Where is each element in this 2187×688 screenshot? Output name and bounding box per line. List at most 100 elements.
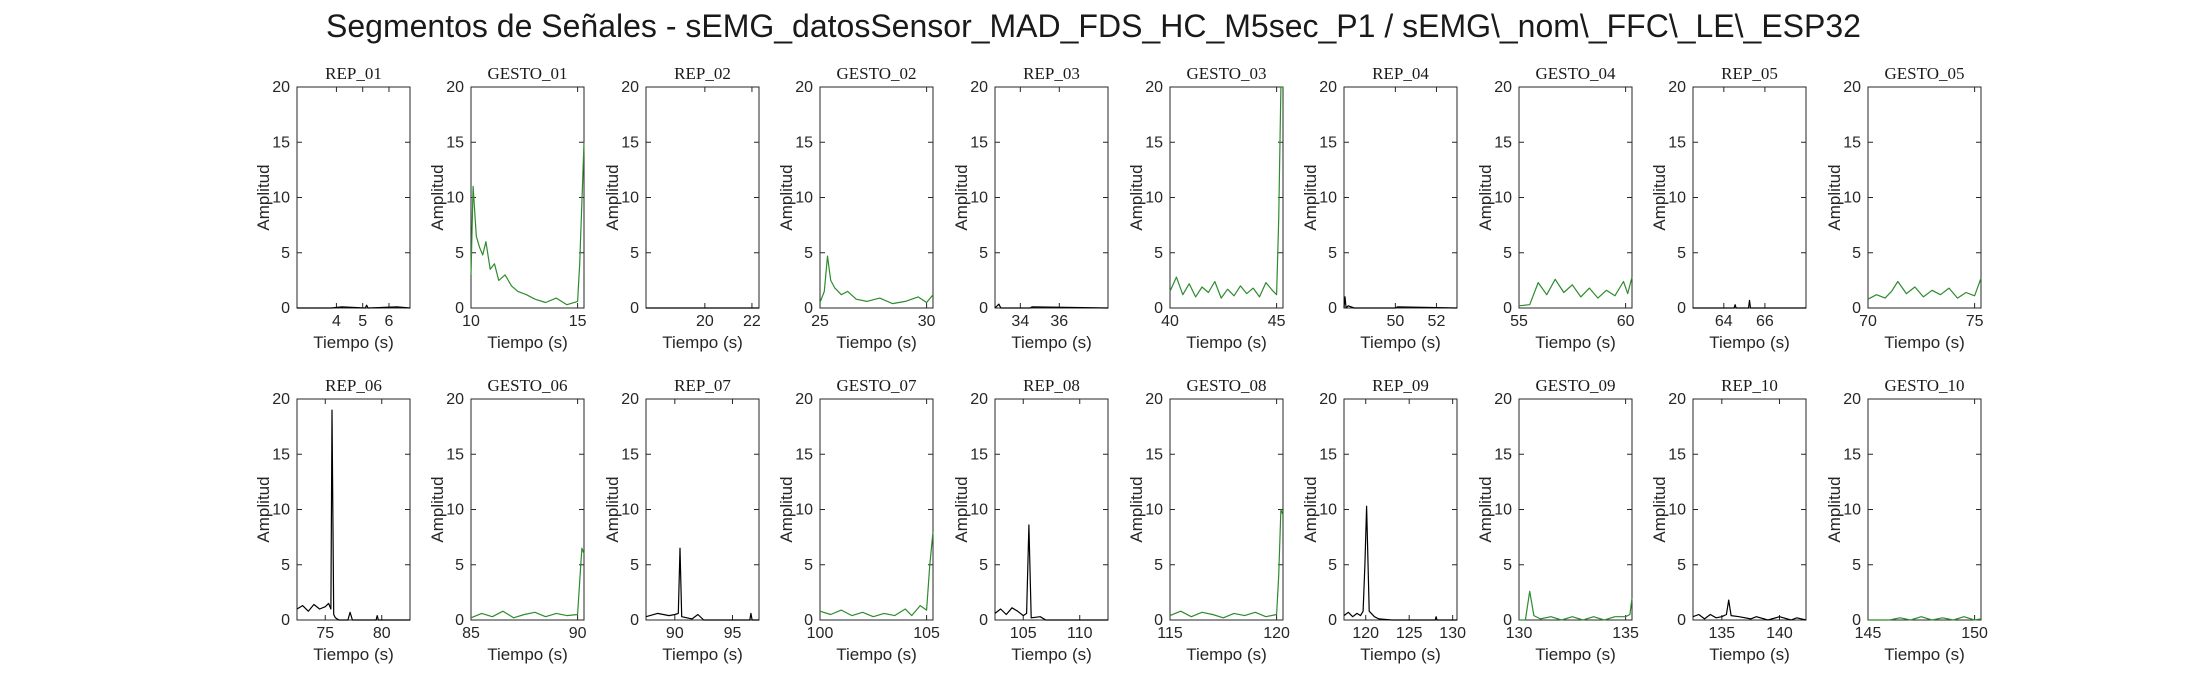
x-tick-label: 80	[373, 625, 391, 642]
y-tick-label: 5	[1503, 245, 1512, 262]
y-tick-label: 15	[446, 134, 464, 151]
x-tick-label: 34	[1011, 313, 1029, 330]
plot-frame	[645, 398, 760, 621]
x-tick-label: 125	[1396, 625, 1423, 642]
x-axis-label: Tiempo (s)	[1535, 645, 1616, 664]
subplot-title: GESTO_05	[1885, 64, 1965, 83]
x-tick-label: 145	[1855, 625, 1882, 642]
y-tick-label: 15	[795, 446, 813, 463]
y-tick-label: 20	[1494, 79, 1512, 96]
y-tick-label: 0	[630, 300, 639, 317]
x-axis-label: Tiempo (s)	[1011, 333, 1092, 352]
y-tick-label: 15	[1319, 446, 1337, 463]
y-tick-label: 20	[1145, 391, 1163, 408]
signal-line	[1169, 508, 1284, 619]
y-tick-label: 10	[1668, 502, 1686, 519]
y-tick-label: 5	[1852, 245, 1861, 262]
y-tick-label: 15	[1145, 446, 1163, 463]
x-tick-label: 85	[462, 625, 480, 642]
signal-line	[470, 547, 585, 619]
subplot-title: REP_09	[1372, 376, 1429, 395]
y-tick-label: 20	[1668, 391, 1686, 408]
subplot-title: GESTO_01	[488, 64, 568, 83]
y-axis-label: Amplitud	[254, 476, 273, 542]
y-tick-label: 0	[1154, 300, 1163, 317]
signal-line	[1692, 599, 1807, 621]
subplot-title: GESTO_06	[488, 376, 568, 395]
subplot-title: REP_01	[325, 64, 382, 83]
y-tick-label: 5	[1677, 245, 1686, 262]
y-tick-label: 15	[1494, 134, 1512, 151]
y-tick-label: 15	[1668, 446, 1686, 463]
x-tick-label: 100	[807, 625, 834, 642]
x-axis-label: Tiempo (s)	[836, 333, 917, 352]
signal-line	[1343, 505, 1457, 621]
y-tick-label: 10	[1145, 190, 1163, 207]
y-tick-label: 0	[1328, 300, 1337, 317]
plot-frame	[994, 86, 1109, 309]
y-tick-label: 5	[979, 557, 988, 574]
x-axis-label: Tiempo (s)	[836, 645, 917, 664]
y-tick-label: 5	[804, 557, 813, 574]
signal-line	[470, 142, 585, 306]
y-tick-label: 5	[281, 557, 290, 574]
y-tick-label: 15	[272, 446, 290, 463]
x-axis-label: Tiempo (s)	[1360, 333, 1441, 352]
x-tick-label: 120	[1263, 625, 1290, 642]
x-axis-label: Tiempo (s)	[662, 645, 743, 664]
subplot-gesto-08: GESTO_08 0 5 10 15 20 115 120 Tiempo (s) Amplitud	[1127, 376, 1290, 664]
y-tick-label: 15	[1843, 134, 1861, 151]
y-tick-label: 10	[1319, 190, 1337, 207]
x-tick-label: 150	[1961, 625, 1988, 642]
signal-line	[1169, 86, 1283, 299]
y-tick-label: 15	[621, 134, 639, 151]
y-tick-label: 20	[1843, 79, 1861, 96]
x-axis-label: Tiempo (s)	[1709, 333, 1790, 352]
signal-line	[819, 255, 934, 305]
x-tick-label: 95	[724, 625, 742, 642]
y-tick-label: 10	[446, 190, 464, 207]
x-tick-label: 55	[1510, 313, 1528, 330]
signal-line	[297, 304, 411, 309]
signal-line	[1693, 299, 1806, 309]
y-tick-label: 10	[272, 502, 290, 519]
y-axis-label: Amplitud	[1476, 164, 1495, 230]
x-tick-label: 105	[1010, 625, 1037, 642]
signal-line	[296, 409, 410, 621]
plot-frame	[1867, 86, 1982, 309]
y-tick-label: 0	[455, 300, 464, 317]
x-tick-label: 25	[811, 313, 829, 330]
x-tick-label: 135	[1612, 625, 1639, 642]
y-axis-label: Amplitud	[1301, 476, 1320, 542]
y-tick-label: 5	[804, 245, 813, 262]
x-axis-label: Tiempo (s)	[1884, 333, 1965, 352]
x-tick-label: 90	[666, 625, 684, 642]
plot-frame	[1518, 86, 1633, 309]
x-axis-label: Tiempo (s)	[662, 333, 743, 352]
y-tick-label: 0	[1677, 612, 1686, 629]
subplot-title: REP_07	[674, 376, 731, 395]
x-tick-label: 75	[316, 625, 334, 642]
y-tick-label: 15	[795, 134, 813, 151]
y-tick-label: 0	[455, 612, 464, 629]
x-axis-label: Tiempo (s)	[487, 645, 568, 664]
x-tick-label: 52	[1428, 313, 1446, 330]
subplot-rep-08: REP_08 0 5 10 15 20 105 110 Tiempo (s) Amplitud	[952, 376, 1109, 664]
y-tick-label: 0	[1328, 612, 1337, 629]
y-tick-label: 20	[272, 79, 290, 96]
y-axis-label: Amplitud	[603, 476, 622, 542]
y-tick-label: 5	[630, 245, 639, 262]
y-tick-label: 20	[446, 391, 464, 408]
x-tick-label: 75	[1966, 313, 1984, 330]
y-tick-label: 20	[621, 79, 639, 96]
subplot-title: REP_03	[1023, 64, 1080, 83]
y-axis-label: Amplitud	[1476, 476, 1495, 542]
y-tick-label: 0	[1154, 612, 1163, 629]
plot-frame	[1518, 398, 1633, 621]
y-tick-label: 10	[272, 190, 290, 207]
y-tick-label: 20	[970, 79, 988, 96]
